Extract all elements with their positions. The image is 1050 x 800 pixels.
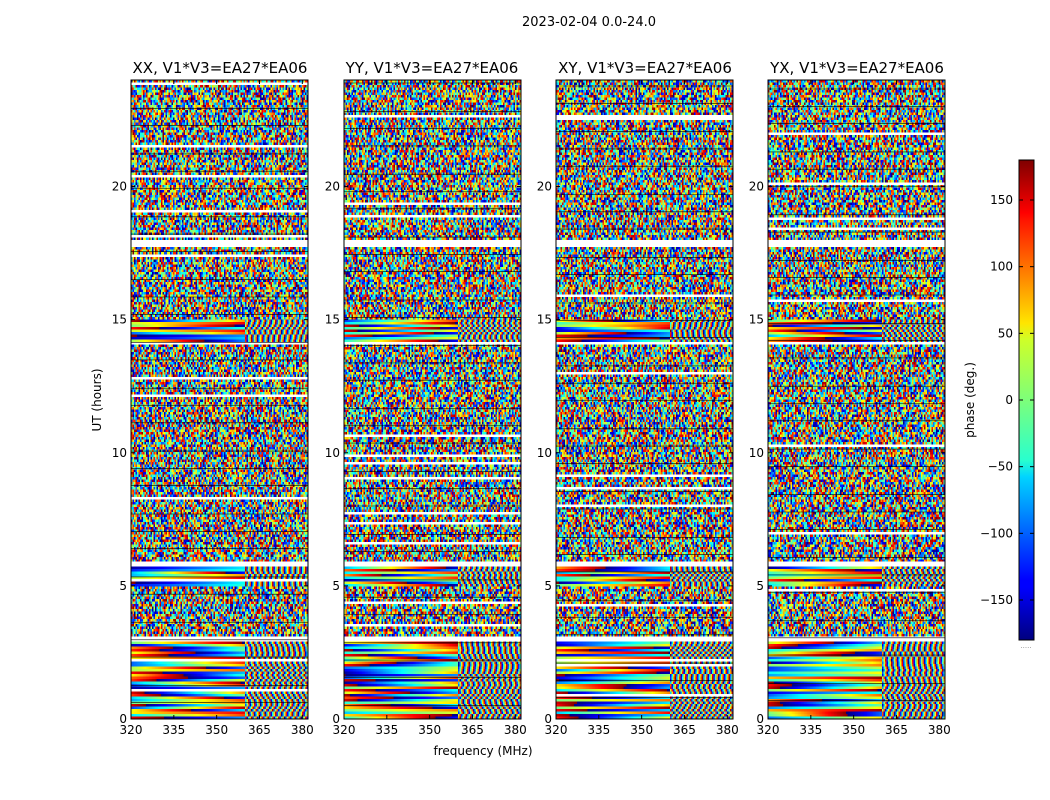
y-tick-label: 15	[749, 313, 764, 327]
panel-frame	[767, 79, 946, 720]
colorbar-tick-label: 50	[998, 326, 1013, 340]
panel-title: YX, V1*V3=EA27*EA06	[769, 59, 944, 77]
x-tick-label: 365	[461, 723, 484, 737]
panel-3: XY, V1*V3=EA27*EA06	[558, 59, 732, 77]
colorbar-tick-label: 100	[990, 260, 1013, 274]
y-tick-label: 5	[332, 579, 340, 593]
x-tick-label: 350	[842, 723, 865, 737]
y-tick-label: 20	[537, 180, 552, 194]
x-tick-label: 380	[716, 723, 739, 737]
x-tick-label: 380	[504, 723, 527, 737]
colorbar-label: phase (deg.)	[963, 362, 977, 438]
x-tick-label: 365	[248, 723, 271, 737]
y-tick-label: 15	[112, 313, 127, 327]
y-tick-label: 10	[749, 446, 764, 460]
colorbar: 150 100 50 0 −50 −100 −150 phase (deg.) .....	[963, 159, 1035, 650]
y-tick-label: 20	[112, 180, 127, 194]
panel-frame	[555, 79, 734, 720]
figure-suptitle: 2023-02-04 0.0-24.0	[522, 15, 656, 30]
x-tick-label: 335	[587, 723, 610, 737]
y-tick-label: 5	[544, 579, 552, 593]
x-axis-label: frequency (MHz)	[433, 744, 532, 758]
colorbar-ticks: 150 100 50 0 −50 −100 −150	[980, 193, 1034, 607]
panel-title: YY, V1*V3=EA27*EA06	[345, 59, 519, 77]
panel-title: XX, V1*V3=EA27*EA06	[133, 59, 308, 77]
colorbar-under-marker: .....	[1020, 642, 1031, 650]
x-tick-label: 335	[375, 723, 398, 737]
colorbar-tick-label: 0	[1005, 393, 1013, 407]
axes-layer: 320 335 350 365 380 0 5 10 15 20 320 335 350 365 380 0 5…	[112, 79, 951, 737]
panel-2: YY, V1*V3=EA27*EA06	[345, 59, 519, 77]
y-tick-label: 10	[112, 446, 127, 460]
x-tick-label: 320	[545, 723, 568, 737]
y-axis-label: UT (hours)	[90, 368, 104, 431]
x-tick-label: 335	[162, 723, 185, 737]
x-tick-label: 320	[757, 723, 780, 737]
y-tick-label: 5	[119, 579, 127, 593]
colorbar-tick-label: −150	[980, 593, 1013, 607]
y-tick-label: 0	[544, 712, 552, 726]
x-tick-label: 350	[205, 723, 228, 737]
x-tick-label: 365	[673, 723, 696, 737]
colorbar-tick-label: −100	[980, 526, 1013, 540]
y-tick-label: 10	[537, 446, 552, 460]
heatmap-layer	[131, 80, 945, 719]
y-tick-label: 15	[325, 313, 340, 327]
x-tick-label: 350	[630, 723, 653, 737]
x-tick-label: 320	[333, 723, 356, 737]
phase-heatmap	[556, 80, 733, 719]
y-tick-label: 0	[756, 712, 764, 726]
x-tick-label: 320	[120, 723, 143, 737]
y-tick-label: 20	[749, 180, 764, 194]
y-tick-label: 0	[119, 712, 127, 726]
x-tick-label: 365	[885, 723, 908, 737]
x-tick-label: 380	[928, 723, 951, 737]
colorbar-tick-label: 150	[990, 193, 1013, 207]
panel-1: XX, V1*V3=EA27*EA06	[133, 59, 308, 77]
phase-heatmap	[131, 80, 308, 719]
y-tick-label: 5	[756, 579, 764, 593]
panel-4: YX, V1*V3=EA27*EA06	[769, 59, 944, 77]
panel-frame	[343, 79, 522, 720]
phase-heatmap	[768, 80, 945, 719]
x-tick-label: 350	[418, 723, 441, 737]
colorbar-tick-label: −50	[988, 460, 1013, 474]
x-tick-label: 380	[291, 723, 314, 737]
phase-heatmap	[344, 80, 521, 719]
y-tick-label: 15	[537, 313, 552, 327]
x-tick-label: 335	[799, 723, 822, 737]
y-tick-label: 0	[332, 712, 340, 726]
y-tick-label: 10	[325, 446, 340, 460]
y-tick-label: 20	[325, 180, 340, 194]
panel-title: XY, V1*V3=EA27*EA06	[558, 59, 732, 77]
panel-frame	[130, 79, 309, 720]
